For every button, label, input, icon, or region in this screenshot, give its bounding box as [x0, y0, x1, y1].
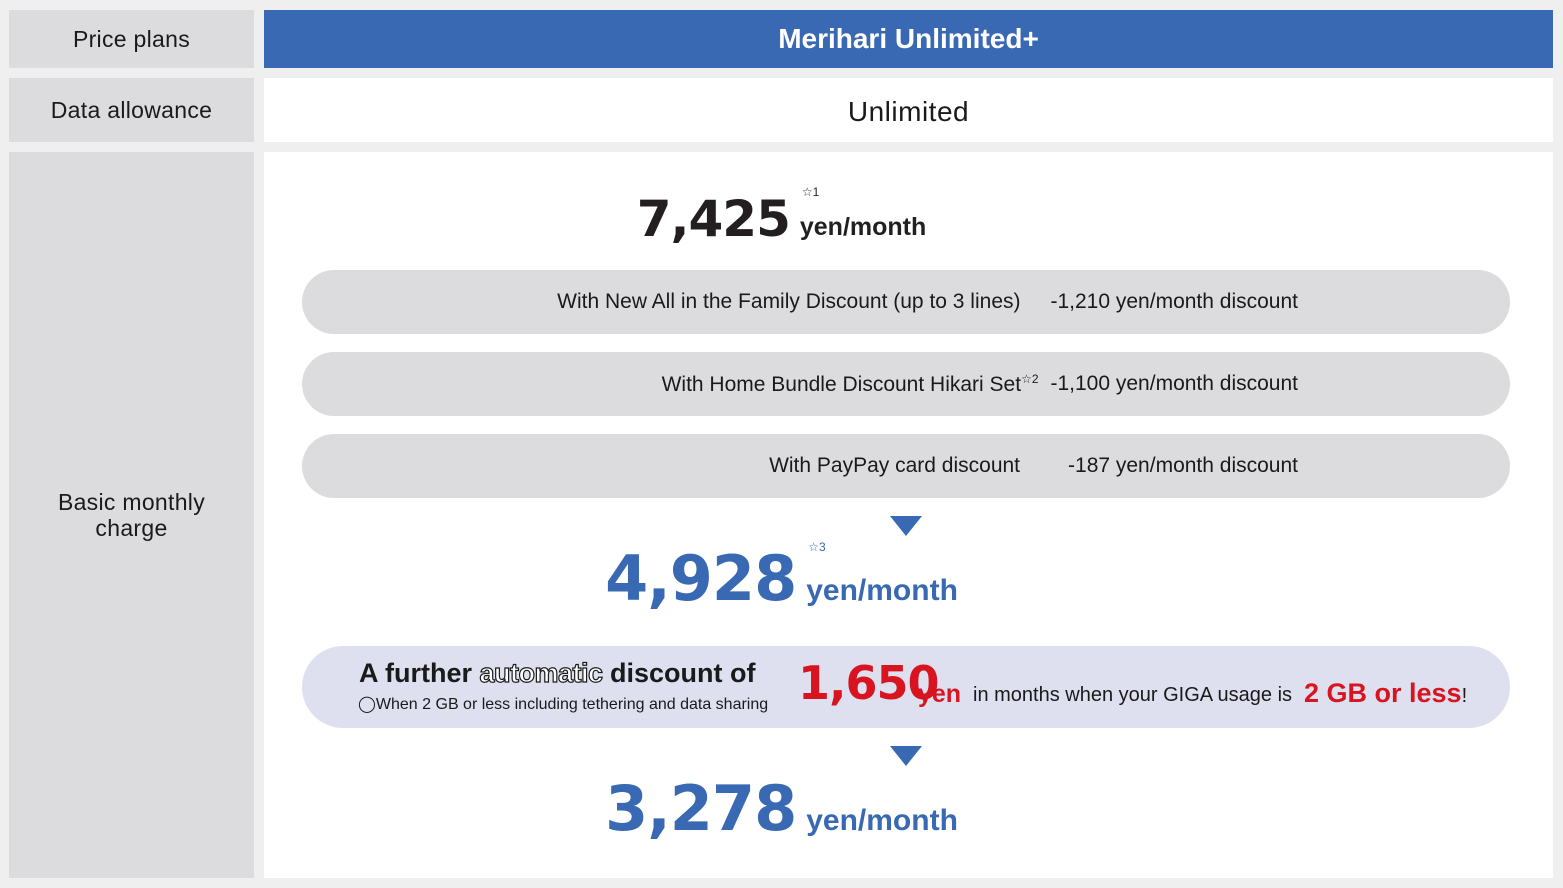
price-plans-label-text: Price plans: [72, 25, 191, 52]
discount-family: With New All in the Family Discount (up …: [302, 270, 1510, 334]
discount-hikari-desc: With Home Bundle Discount Hikari Set☆2: [661, 371, 1039, 396]
data-allowance-text: Unlimited: [847, 96, 970, 127]
basic-monthly-charge-content: [264, 152, 1553, 878]
automatic-highlight: automatic: [479, 657, 604, 688]
discount-paypay-amount: -187 yen/month discount: [1068, 454, 1298, 477]
final-price-amount: 3,278: [605, 772, 797, 845]
price-plans-label: Price plans: [9, 10, 254, 68]
final-price: 3,278 yen/month: [0, 778, 1563, 840]
further-discount-note: ◯When 2 GB or less including tethering a…: [358, 696, 769, 713]
further-discount-banner: A further automatic discount of ◯When 2 …: [302, 646, 1510, 728]
base-price-amount: 7,425: [636, 190, 791, 248]
basic-monthly-charge-label-text: Basic monthly charge: [57, 489, 206, 541]
final-price-unit: yen/month: [806, 804, 958, 837]
discount-hikari: With Home Bundle Discount Hikari Set☆2 -…: [302, 352, 1510, 416]
further-discount-amount: 1,650: [798, 656, 940, 710]
data-allowance-value: Unlimited: [264, 78, 1553, 142]
down-arrow-icon: [890, 746, 922, 766]
data-allowance-label: Data allowance: [9, 78, 254, 142]
discounted-price-unit: yen/month: [806, 574, 958, 607]
discount-family-desc: With New All in the Family Discount (up …: [557, 290, 1021, 313]
discounted-price: 4,928 ☆3 yen/month: [0, 540, 1563, 615]
footnote-star-3: ☆3: [808, 540, 826, 554]
basic-monthly-charge-label: Basic monthly charge: [9, 152, 254, 878]
further-discount-condition: in months when your GIGA usage is: [973, 684, 1293, 706]
discount-paypay-desc: With PayPay card discount: [769, 454, 1021, 477]
discount-hikari-amount: -1,100 yen/month discount: [1050, 372, 1299, 395]
footnote-star-2: ☆2: [1021, 371, 1039, 386]
discount-family-amount: -1,210 yen/month discount: [1050, 290, 1299, 313]
base-price: 7,425 ☆1 yen/month: [0, 185, 1563, 248]
base-price-unit: yen/month: [799, 213, 927, 241]
plan-name-header: Merihari Unlimited+: [264, 10, 1553, 68]
further-discount-threshold: 2 GB or less!: [1304, 678, 1468, 708]
discount-paypay: With PayPay card discount -187 yen/month…: [302, 434, 1510, 498]
further-discount-lead: A further automatic discount of: [359, 657, 756, 688]
plan-name: Merihari Unlimited+: [778, 23, 1039, 54]
further-discount-unit: yen: [918, 680, 962, 708]
data-allowance-label-text: Data allowance: [50, 96, 213, 123]
down-arrow-icon: [890, 516, 922, 536]
footnote-star-1: ☆1: [801, 185, 820, 199]
discounted-price-amount: 4,928: [605, 542, 797, 615]
